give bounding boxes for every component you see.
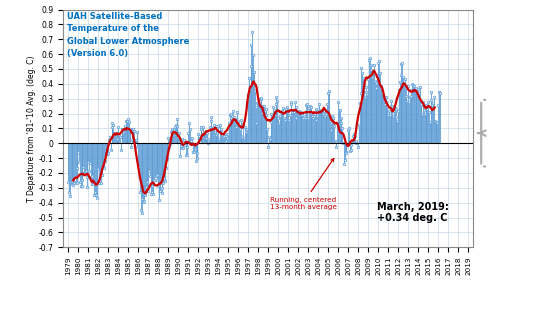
Y-axis label: T Departure from '81-'10 Avg. (deg. C): T Departure from '81-'10 Avg. (deg. C) (27, 55, 36, 202)
Text: March, 2019:
+0.34 deg. C: March, 2019: +0.34 deg. C (377, 202, 449, 223)
Text: UAH Satellite-Based
Temperature of the
Global Lower Atmosphere
(Version 6.0): UAH Satellite-Based Temperature of the G… (67, 12, 190, 58)
Text: Running, centered
13-month average: Running, centered 13-month average (270, 158, 337, 210)
